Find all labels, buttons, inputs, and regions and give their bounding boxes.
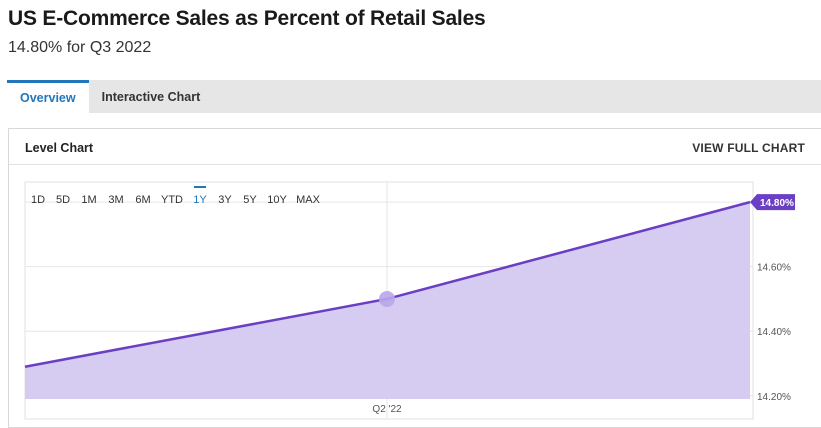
plot-frame bbox=[24, 181, 754, 420]
range-button-1m[interactable]: 1M bbox=[81, 194, 96, 206]
range-button-max[interactable]: MAX bbox=[296, 194, 321, 206]
range-button-6m[interactable]: 6M bbox=[135, 194, 150, 206]
card-header: Level Chart VIEW FULL CHART bbox=[9, 129, 821, 165]
range-button-5y[interactable]: 5Y bbox=[243, 194, 257, 206]
page-subtitle: 14.80% for Q3 2022 bbox=[8, 39, 152, 56]
tab-bar: Overview Interactive Chart bbox=[7, 80, 821, 113]
y-tick-label: 14.20% bbox=[757, 392, 791, 403]
page-title: US E-Commerce Sales as Percent of Retail… bbox=[8, 7, 486, 30]
tab-interactive-chart[interactable]: Interactive Chart bbox=[101, 89, 201, 104]
level-chart-card: Level Chart VIEW FULL CHART 14.20% 14.40%… bbox=[8, 128, 821, 428]
level-chart: 14.20% 14.40% 14.60% 14.80% Q2 '22 1D 5D 1M 3M 6M… bbox=[24, 181, 795, 420]
range-button-ytd[interactable]: YTD bbox=[161, 194, 183, 206]
range-button-1d[interactable]: 1D bbox=[31, 194, 45, 206]
y-tick-label: 14.40% bbox=[757, 327, 791, 338]
y-tick-label: 14.60% bbox=[757, 263, 791, 274]
card-title: Level Chart bbox=[25, 141, 94, 155]
range-button-1y[interactable]: 1Y bbox=[193, 194, 207, 206]
range-button-10y[interactable]: 10Y bbox=[267, 194, 287, 206]
range-button-3y[interactable]: 3Y bbox=[218, 194, 232, 206]
highlight-marker[interactable] bbox=[379, 290, 395, 307]
view-full-chart-link[interactable]: VIEW FULL CHART bbox=[692, 141, 805, 155]
tab-overview[interactable]: Overview bbox=[7, 80, 89, 113]
range-button-5d[interactable]: 5D bbox=[56, 194, 70, 206]
range-button-3m[interactable]: 3M bbox=[108, 194, 123, 206]
last-value-label: 14.80% bbox=[760, 198, 794, 209]
last-value-badge bbox=[750, 194, 795, 211]
x-tick-label: Q2 '22 bbox=[372, 404, 402, 415]
